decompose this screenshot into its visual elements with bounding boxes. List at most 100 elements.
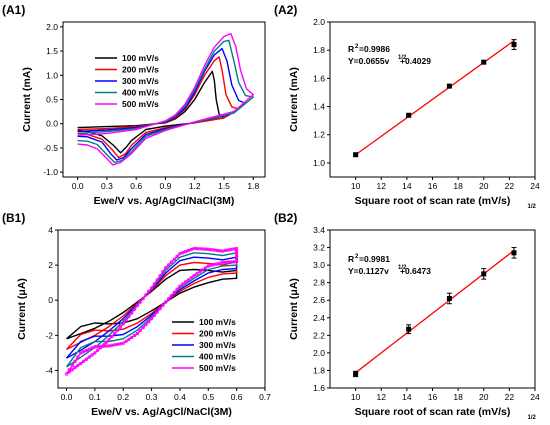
- cv-marker: [135, 331, 140, 336]
- y-tick-label: 1.6: [313, 383, 325, 393]
- x-tick-label: 0.0: [72, 181, 84, 191]
- cv-marker: [200, 268, 205, 272]
- y-tick-label: 1.8: [313, 365, 325, 375]
- cv-marker: [164, 300, 168, 304]
- legend-entry: 300 mV/s: [199, 340, 236, 350]
- x-tick-label: 0.9: [160, 181, 172, 191]
- cv-marker: [115, 328, 120, 332]
- fit-equation-intercept: +0.6473: [400, 266, 431, 276]
- cv-marker: [76, 363, 80, 368]
- cv-marker: [175, 254, 179, 259]
- legend-entry: 100 mV/s: [199, 317, 236, 327]
- cv-marker: [87, 355, 91, 359]
- cv-marker: [127, 337, 131, 342]
- cv-marker: [175, 287, 179, 291]
- cv-marker: [186, 248, 191, 253]
- cv-marker: [172, 257, 176, 261]
- y-axis-label: Current (mA): [288, 67, 300, 132]
- chart-b1-cv: 0.0 0.1 0.2 0.3 0.4 0.5 0.6 0.7 -4 -2 0 2 4 Ewe/V vs.…: [16, 225, 271, 418]
- y-tick-label: -1.0: [43, 167, 58, 177]
- chart-b2-fit: 10 12 14 16 18 20 22 24 1.6 1.8 2.0 2.2 2.4 2.6 2.8 3.0…: [288, 225, 540, 421]
- x-tick-label: 0.7: [259, 392, 271, 402]
- cv-marker: [93, 345, 97, 349]
- plot-frame: [57, 229, 266, 389]
- cv-marker: [178, 251, 182, 256]
- x-tick-label: 24: [530, 392, 540, 402]
- cv-marker: [64, 372, 69, 376]
- y-tick-label: 1.0: [46, 70, 58, 80]
- cv-marker: [73, 365, 77, 370]
- y-tick-label: 2.0: [46, 22, 58, 32]
- y-tick-label: 1.8: [313, 45, 325, 55]
- x-tick-label: 0.3: [101, 181, 113, 191]
- data-point: [446, 83, 452, 89]
- legend-entry: 400 mV/s: [122, 88, 159, 98]
- data-point: [446, 295, 452, 301]
- legend-entry: 500 mV/s: [199, 363, 236, 373]
- cv-marker: [101, 343, 106, 347]
- cv-marker: [127, 314, 131, 319]
- linear-fit-line: [355, 249, 515, 374]
- legend-entry: 200 mV/s: [122, 65, 159, 75]
- y-tick-label: 1.2: [313, 130, 325, 140]
- cv-marker: [178, 284, 182, 288]
- y-tick-label: -2: [45, 330, 53, 340]
- data-point: [406, 112, 412, 118]
- r2-prefix: R: [348, 254, 354, 264]
- cv-marker: [141, 296, 145, 301]
- cv-series-100-mV-s: [77, 70, 225, 154]
- r2-prefix: R: [348, 44, 354, 54]
- x-tick-label: 1.2: [189, 181, 201, 191]
- legend-entry: 500 mV/s: [122, 99, 159, 109]
- y-tick-label: -4: [45, 365, 53, 375]
- cv-marker: [149, 317, 154, 321]
- cv-marker: [144, 322, 148, 327]
- x-tick-label: 20: [479, 181, 489, 191]
- cv-marker: [186, 278, 191, 282]
- cv-marker: [98, 345, 103, 350]
- cv-marker: [146, 289, 151, 294]
- cv-marker: [183, 280, 188, 284]
- cv-marker: [152, 282, 157, 286]
- y-tick-label: 1.0: [313, 158, 325, 168]
- cv-marker: [73, 359, 77, 363]
- panel-label-a2: (A2): [274, 3, 297, 17]
- cv-marker: [84, 348, 89, 353]
- legend-entry: 100 mV/s: [122, 53, 159, 63]
- cv-marker: [90, 353, 94, 357]
- cv-series-300-mV-s: [77, 47, 247, 161]
- fit-equation: Y=0.0655v: [348, 56, 390, 66]
- cv-marker: [110, 334, 114, 339]
- cv-marker: [189, 247, 193, 252]
- x-tick-label: 12: [377, 181, 387, 191]
- panel-label-a1: (A1): [2, 3, 25, 17]
- cv-marker: [220, 260, 225, 265]
- cv-marker: [135, 303, 140, 308]
- y-axis-label: Current (μA): [288, 278, 300, 340]
- x-tick-label: 14: [402, 181, 412, 191]
- x-tick-label: 24: [530, 181, 540, 191]
- chart-a2-fit: 10 12 14 16 18 20 22 24 1.0 1.2 1.4 1.6 1.8 2.0 Square…: [288, 17, 540, 210]
- cv-marker: [158, 306, 162, 311]
- y-tick-label: 2.0: [313, 348, 325, 358]
- y-tick-label: 1.4: [313, 102, 325, 112]
- cv-marker: [172, 290, 176, 295]
- cv-marker: [149, 286, 154, 290]
- cv-marker: [164, 266, 168, 270]
- cv-series-100-mV-s: [66, 268, 238, 340]
- cv-marker: [181, 282, 185, 286]
- legend-entry: 400 mV/s: [199, 352, 236, 362]
- y-tick-label: 1.5: [46, 46, 58, 56]
- y-tick-label: 0.5: [46, 95, 58, 105]
- x-tick-label: 0.6: [231, 392, 243, 402]
- fit-equation: Y=0.1127v: [348, 266, 389, 276]
- cv-marker: [141, 325, 145, 330]
- chart-a1-cv: 0.0 0.3 0.6 0.9 1.2 1.5 1.8 -1.0 -0.5 0.0 0.5 1.0 1.…: [21, 21, 266, 207]
- linear-fit-line: [355, 39, 515, 156]
- cv-marker: [129, 335, 134, 340]
- fit-equation-superscript: 1/2: [398, 55, 407, 61]
- x-tick-label: 10: [351, 392, 361, 402]
- x-tick-label: 0.3: [146, 392, 158, 402]
- x-axis-label: Ewe/V vs. Ag/AgCl/NaCl(3M): [94, 195, 235, 207]
- x-tick-label: 22: [505, 392, 515, 402]
